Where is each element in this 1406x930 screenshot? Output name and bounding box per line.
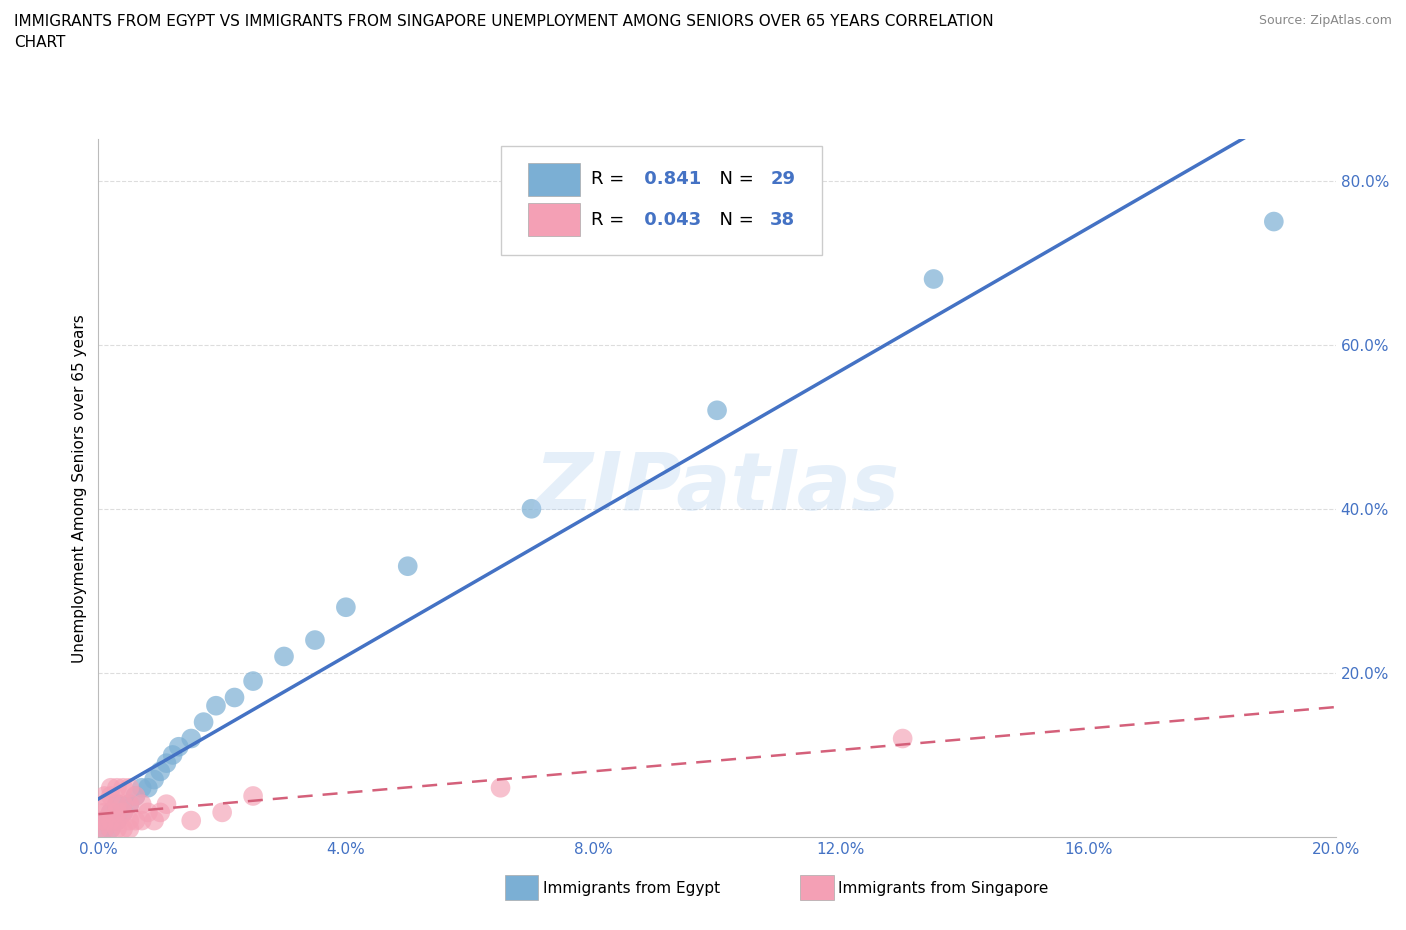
Point (155, 797, 177, 812)
Point (105, 797, 128, 812)
Point (87, 813, 110, 828)
Point (105, 797, 128, 812)
Point (489, 780, 512, 795)
Point (100, 821, 122, 836)
Point (118, 821, 141, 836)
Point (149, 805, 172, 820)
Point (93, 797, 115, 812)
Point (224, 690, 246, 705)
Point (131, 797, 153, 812)
Text: 0.841: 0.841 (638, 170, 702, 188)
Point (112, 780, 135, 795)
Text: N =: N = (709, 170, 759, 188)
Point (87, 821, 110, 836)
Point (105, 813, 128, 828)
Text: CHART: CHART (14, 35, 66, 50)
Point (205, 698, 228, 713)
Text: R =: R = (591, 211, 630, 229)
Point (304, 632, 326, 647)
Point (136, 780, 159, 795)
Point (118, 780, 141, 795)
Text: IMMIGRANTS FROM EGYPT VS IMMIGRANTS FROM SINGAPORE UNEMPLOYMENT AMONG SENIORS OV: IMMIGRANTS FROM EGYPT VS IMMIGRANTS FROM… (14, 14, 994, 29)
Point (211, 805, 233, 820)
Point (124, 789, 146, 804)
Point (105, 780, 128, 795)
Point (112, 797, 135, 812)
Point (105, 805, 128, 820)
Point (100, 821, 122, 836)
Point (118, 797, 141, 812)
Point (273, 649, 295, 664)
Y-axis label: Unemployment Among Seniors over 65 years: Unemployment Among Seniors over 65 years (72, 314, 87, 662)
Point (112, 821, 135, 836)
Point (162, 748, 184, 763)
Point (93, 813, 115, 828)
Point (100, 780, 122, 795)
Point (100, 789, 122, 804)
Point (136, 805, 159, 820)
Point (180, 813, 202, 828)
Point (112, 805, 135, 820)
Point (93, 821, 115, 836)
Text: 0.043: 0.043 (638, 211, 702, 229)
Point (242, 789, 264, 804)
Text: R =: R = (591, 170, 630, 188)
Point (100, 813, 122, 828)
Point (93, 805, 115, 820)
Point (131, 780, 153, 795)
Point (155, 756, 177, 771)
Point (100, 805, 122, 820)
Point (922, 272, 945, 286)
FancyBboxPatch shape (501, 147, 823, 255)
Text: 38: 38 (770, 211, 796, 229)
Point (335, 600, 357, 615)
Text: 29: 29 (770, 170, 796, 188)
Text: N =: N = (709, 211, 759, 229)
Point (396, 559, 419, 574)
Point (93, 813, 115, 828)
Point (706, 403, 728, 418)
Point (93, 789, 115, 804)
Point (131, 813, 153, 828)
Point (167, 739, 190, 754)
Point (100, 805, 122, 820)
Point (124, 789, 146, 804)
Point (105, 821, 128, 836)
Text: Immigrants from Egypt: Immigrants from Egypt (543, 881, 720, 896)
Point (143, 772, 166, 787)
Point (1263, 214, 1285, 229)
Point (520, 501, 543, 516)
FancyBboxPatch shape (527, 163, 579, 195)
Point (891, 731, 914, 746)
FancyBboxPatch shape (527, 204, 579, 236)
Point (143, 813, 166, 828)
Text: ZIPatlas: ZIPatlas (534, 449, 900, 527)
Point (193, 714, 215, 729)
Point (242, 673, 264, 688)
Point (124, 813, 146, 828)
Point (118, 797, 141, 812)
Point (93, 821, 115, 836)
Point (149, 764, 172, 778)
Point (180, 731, 202, 746)
Text: Immigrants from Singapore: Immigrants from Singapore (838, 881, 1049, 896)
Point (118, 813, 141, 828)
Text: Source: ZipAtlas.com: Source: ZipAtlas.com (1258, 14, 1392, 27)
Point (112, 805, 135, 820)
Point (105, 813, 128, 828)
